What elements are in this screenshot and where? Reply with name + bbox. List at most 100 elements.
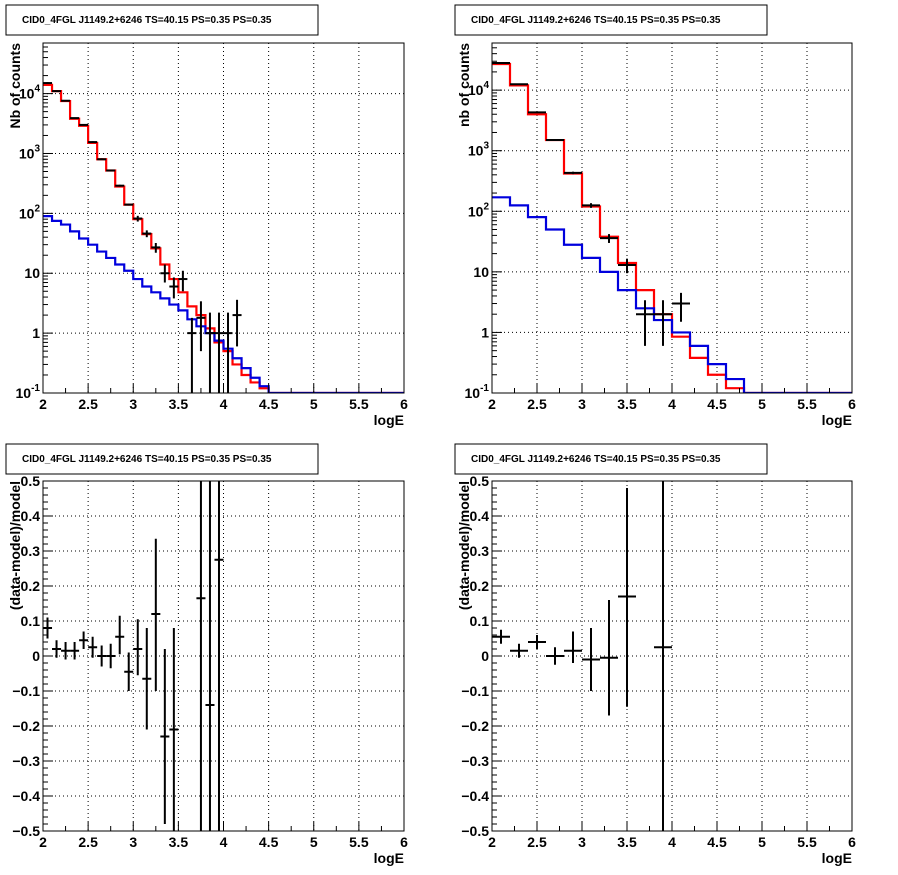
y-tick-label: −0.1 [461, 683, 489, 699]
x-tick-label: 6 [400, 834, 408, 850]
data-point [600, 234, 618, 243]
x-tick-label: 3 [129, 396, 137, 412]
chart-title: CID0_4FGL J1149.2+6246 TS=40.15 PS=0.35 … [471, 15, 721, 26]
x-tick-label: 6 [848, 396, 856, 412]
data-point [582, 203, 600, 208]
data-point [115, 184, 125, 187]
data-point [214, 312, 224, 393]
x-tick-label: 4.5 [259, 834, 279, 850]
data-point [636, 300, 654, 346]
title-box [454, 443, 768, 475]
data-point [97, 158, 107, 161]
x-tick-label: 6 [400, 396, 408, 412]
data-point [654, 481, 672, 831]
grid [491, 43, 853, 394]
panel-4: 2 2.5 3 3.5 4 4.5 5 5.5 6 −0.5 −0.4 −0.3 −0.2 −0.1 0 0.… [454, 443, 856, 866]
x-tick-label: 2 [39, 834, 47, 850]
data-point [151, 242, 161, 253]
x-axis-label: logE [374, 850, 404, 866]
x-tick-label: 3 [129, 834, 137, 850]
y-tick-label: 0.5 [21, 473, 41, 489]
y-tick-label: −0.2 [461, 718, 489, 734]
y-tick-label: 0.1 [470, 613, 490, 629]
data-point [232, 299, 242, 347]
y-tick-label: 103 [468, 141, 490, 159]
x-tick-label: 4.5 [707, 834, 727, 850]
data-point [223, 312, 233, 393]
data-point [205, 312, 215, 393]
y-axis-label: (data-model)/model [7, 481, 23, 610]
x-tick-label: 3 [578, 834, 586, 850]
data-point [79, 631, 89, 649]
x-tick-label: 2.5 [527, 396, 547, 412]
y-tick-label: 10-1 [465, 383, 490, 401]
x-tick-label: 2 [488, 396, 496, 412]
x-tick-label: 2 [488, 834, 496, 850]
data-point [196, 481, 206, 831]
data-point [492, 629, 510, 644]
model-series-2-line [492, 196, 852, 393]
y-tick-label: 0.5 [470, 473, 490, 489]
data-point [61, 99, 71, 102]
y-tick-label: 0 [481, 648, 489, 664]
y-tick-label: −0.4 [461, 788, 489, 804]
data-points [43, 82, 242, 393]
data-point [528, 635, 546, 649]
x-tick-label: 4 [220, 396, 228, 412]
data-point [88, 636, 98, 658]
data-point [160, 649, 170, 824]
x-tick-label: 5 [758, 396, 766, 412]
y-tick-exponent: 3 [34, 143, 40, 154]
y-tick-base: 10 [465, 385, 481, 401]
data-point [169, 628, 179, 831]
y-tick-label: −0.4 [12, 788, 40, 804]
x-tick-label: 6 [848, 834, 856, 850]
x-tick-label: 3 [578, 396, 586, 412]
chart-title: CID0_4FGL J1149.2+6246 TS=40.15 PS=0.35 … [22, 454, 272, 465]
x-axis-label: logE [822, 850, 852, 866]
data-point [654, 300, 672, 346]
data-point [600, 600, 618, 716]
y-tick-label: 104 [19, 84, 41, 102]
y-tick-label: −0.3 [12, 753, 40, 769]
data-point [142, 230, 152, 238]
y-tick-label: 0.3 [21, 543, 41, 559]
x-tick-label: 2.5 [527, 834, 547, 850]
data-point [672, 292, 690, 322]
x-axis-label: logE [374, 412, 404, 428]
x-tick-label: 5.5 [797, 396, 817, 412]
data-point [106, 169, 116, 172]
y-tick-base: 10 [16, 385, 32, 401]
y-tick-exponent: 4 [34, 84, 40, 95]
data-points [43, 481, 224, 831]
x-tick-label: 5.5 [349, 834, 369, 850]
y-axis-label: nb of counts [456, 43, 472, 127]
data-point [546, 139, 564, 142]
y-tick-label: −0.2 [12, 718, 40, 734]
data-point [142, 628, 152, 730]
x-tick-label: 5 [758, 834, 766, 850]
y-tick-label: −0.1 [12, 683, 40, 699]
data-point [169, 277, 179, 299]
y-tick-exponent: 4 [483, 80, 489, 91]
y-tick-label: −0.3 [461, 753, 489, 769]
data-point [52, 90, 62, 93]
data-point [528, 111, 546, 114]
data-point [70, 642, 80, 660]
data-point [187, 317, 197, 393]
y-tick-base: 10 [468, 143, 484, 159]
x-tick-label: 3.5 [617, 396, 637, 412]
data-point [115, 615, 125, 655]
data-point [564, 171, 582, 175]
y-tick-label: 104 [468, 80, 490, 98]
data-point [88, 141, 98, 144]
y-axis-label: Nb of counts [7, 43, 23, 129]
data-point [546, 647, 564, 665]
y-tick-label: 0.3 [470, 543, 490, 559]
y-tick-label: 10 [24, 265, 40, 281]
model-series-1-line [492, 62, 852, 393]
x-tick-label: 4 [668, 834, 676, 850]
y-tick-label: 1 [32, 325, 40, 341]
y-tick-label: 103 [19, 143, 41, 161]
